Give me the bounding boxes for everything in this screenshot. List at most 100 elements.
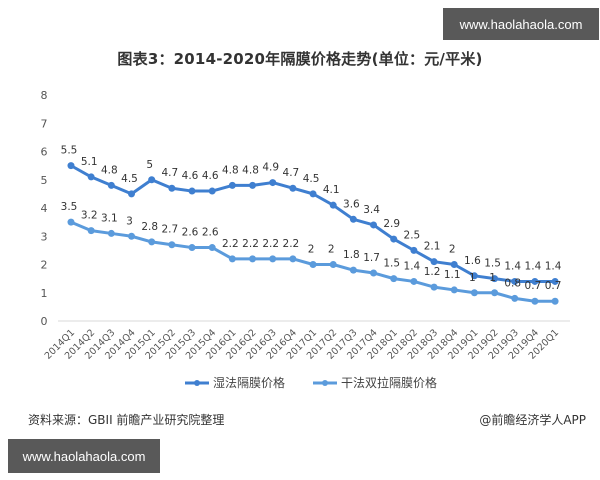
data-point (269, 255, 277, 263)
y-tick-label: 1 (41, 287, 48, 300)
data-label: 1.4 (545, 260, 562, 272)
legend-label: 干法双拉隔膜价格 (341, 375, 437, 390)
data-label: 1.7 (363, 252, 380, 264)
data-label: 2 (449, 244, 456, 256)
data-point (309, 190, 317, 198)
data-point (289, 255, 297, 263)
data-point (128, 232, 136, 240)
credit-note: @前瞻经济学人APP (479, 413, 586, 427)
data-point (430, 283, 438, 291)
data-point (491, 289, 499, 297)
data-label: 2.9 (383, 218, 400, 230)
data-point (67, 162, 75, 170)
data-point (491, 275, 499, 283)
data-label: 1.6 (464, 255, 481, 267)
data-label: 1.1 (444, 269, 461, 281)
data-point (511, 277, 519, 285)
chart-title: 图表3：2014-2020年隔膜价格走势(单位：元/平米) (117, 50, 483, 68)
data-point (87, 227, 95, 235)
data-point (188, 244, 196, 252)
data-label: 2.6 (202, 227, 219, 239)
legend-marker (194, 380, 200, 386)
legend-label: 湿法隔膜价格 (213, 375, 285, 390)
data-label: 4.8 (242, 164, 259, 176)
data-label: 5 (146, 159, 153, 171)
data-point (148, 238, 156, 246)
data-point (228, 181, 236, 189)
data-label: 1 (469, 272, 476, 284)
data-point (370, 221, 378, 229)
source-note: 资料来源：GBII 前瞻产业研究院整理 (28, 413, 225, 427)
data-label: 2.2 (262, 238, 279, 250)
data-label: 4.7 (161, 167, 178, 179)
data-label: 2.5 (404, 229, 421, 241)
watermark-badge-top: www.haolahaola.com (443, 8, 599, 40)
data-point (450, 261, 458, 268)
data-point (450, 286, 458, 294)
data-label: 4.5 (303, 173, 320, 185)
data-point (107, 229, 115, 237)
data-point (349, 215, 357, 223)
data-label: 4.9 (262, 162, 279, 174)
data-label: 0.7 (525, 280, 542, 292)
data-point (511, 294, 519, 302)
data-point (309, 261, 317, 268)
data-label: 3.6 (343, 198, 360, 210)
data-point (329, 261, 337, 268)
data-label: 3.1 (101, 212, 118, 224)
data-label: 5.5 (61, 145, 78, 157)
data-point (107, 181, 115, 189)
data-point (551, 297, 559, 305)
data-point (531, 277, 539, 285)
data-point (168, 184, 176, 192)
y-tick-label: 2 (41, 259, 48, 272)
data-label: 4.6 (202, 170, 219, 182)
data-label: 2.6 (182, 227, 199, 239)
data-label: 3.2 (81, 210, 98, 222)
data-point (470, 289, 478, 297)
data-point (87, 173, 95, 181)
y-tick-label: 3 (41, 230, 48, 243)
data-label: 2.2 (283, 238, 300, 250)
data-label: 1.4 (404, 260, 421, 272)
y-tick-label: 7 (41, 117, 48, 130)
data-point (148, 176, 156, 184)
data-point (329, 201, 337, 209)
data-label: 2.7 (161, 224, 178, 236)
data-point (430, 258, 438, 266)
data-point (390, 235, 398, 243)
data-label: 5.1 (81, 156, 98, 168)
data-label: 2 (308, 244, 315, 256)
data-point (470, 272, 478, 280)
data-label: 1 (489, 272, 496, 284)
data-point (128, 190, 136, 198)
data-label: 3.4 (363, 204, 380, 216)
data-label: 2.2 (242, 238, 259, 250)
data-point (390, 275, 398, 283)
data-label: 1.5 (383, 258, 400, 270)
y-tick-label: 5 (41, 174, 48, 187)
data-label: 1.5 (484, 258, 501, 270)
data-label: 4.6 (182, 170, 199, 182)
data-point (168, 241, 176, 249)
data-point (410, 277, 418, 285)
data-point (228, 255, 236, 263)
data-point (208, 187, 216, 195)
data-point (410, 246, 418, 254)
data-label: 4.1 (323, 184, 340, 196)
data-point (67, 218, 75, 226)
y-tick-label: 4 (41, 202, 48, 215)
data-point (249, 181, 257, 189)
data-label: 2.8 (141, 221, 158, 233)
y-tick-label: 8 (41, 89, 48, 102)
data-label: 3.5 (61, 201, 78, 213)
data-label: 4.8 (222, 164, 239, 176)
data-label: 4.5 (121, 173, 138, 185)
data-label: 1.4 (525, 260, 542, 272)
data-point (188, 187, 196, 195)
data-label: 4.8 (101, 164, 118, 176)
data-label: 0.7 (545, 280, 562, 292)
data-point (349, 266, 357, 274)
data-label: 1.2 (424, 266, 441, 278)
